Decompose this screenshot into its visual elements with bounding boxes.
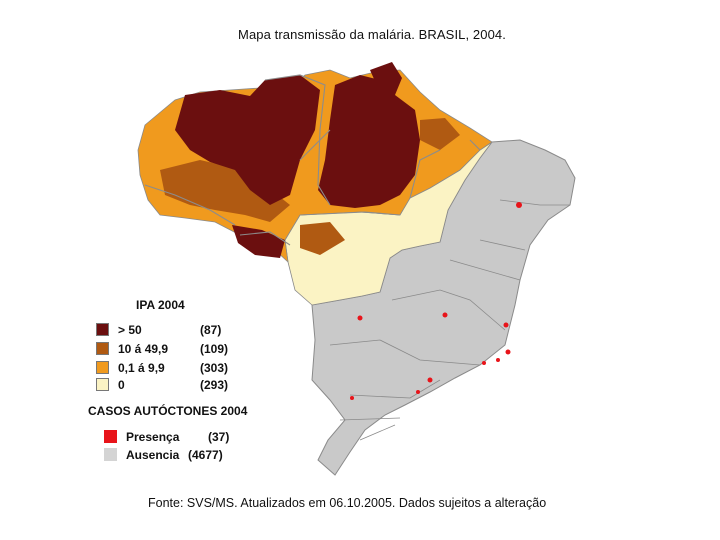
legend-label: 0 <box>118 377 125 392</box>
ipa-high-swatch <box>96 323 109 336</box>
legend-count: (87) <box>200 322 222 337</box>
ipa-mid-swatch <box>96 342 109 355</box>
legend-item-presence: Presença (37) <box>104 429 230 444</box>
legend-count: (37) <box>208 429 230 444</box>
legend-count: (303) <box>200 360 229 375</box>
ipa-mid-region <box>160 118 460 255</box>
legend-item-ipa-low: 0,1 á 9,9 (303) <box>96 360 229 375</box>
legend-label: 10 á 49,9 <box>118 341 169 356</box>
presence-swatch <box>104 430 117 443</box>
ipa-high-region <box>175 62 420 258</box>
presence-markers <box>350 202 522 400</box>
legend-item-ipa-mid: 10 á 49,9 (109) <box>96 341 229 356</box>
legend-label: > 50 <box>118 322 142 337</box>
ipa-legend-title: IPA 2004 <box>136 298 185 312</box>
legend-count: (4677) <box>188 447 223 462</box>
absence-swatch <box>104 448 117 461</box>
legend-label: 0,1 á 9,9 <box>118 360 165 375</box>
legend-item-ipa-high: > 50 (87) <box>96 322 222 337</box>
source-note: Fonte: SVS/MS. Atualizados em 06.10.2005… <box>148 496 547 510</box>
legend-item-absence: Ausencia (4677) <box>104 447 223 462</box>
legend-label: Ausencia <box>126 447 180 462</box>
legend-count: (109) <box>200 341 229 356</box>
map-title: Mapa transmissão da malária. BRASIL, 200… <box>238 27 506 42</box>
legend-item-ipa-zero: 0 (293) <box>96 377 229 392</box>
ipa-low-swatch <box>96 361 109 374</box>
ipa-zero-swatch <box>96 378 109 391</box>
legend-count: (293) <box>200 377 229 392</box>
legend-label: Presença <box>126 429 180 444</box>
cases-legend-title: CASOS AUTÓCTONES 2004 <box>88 404 248 418</box>
